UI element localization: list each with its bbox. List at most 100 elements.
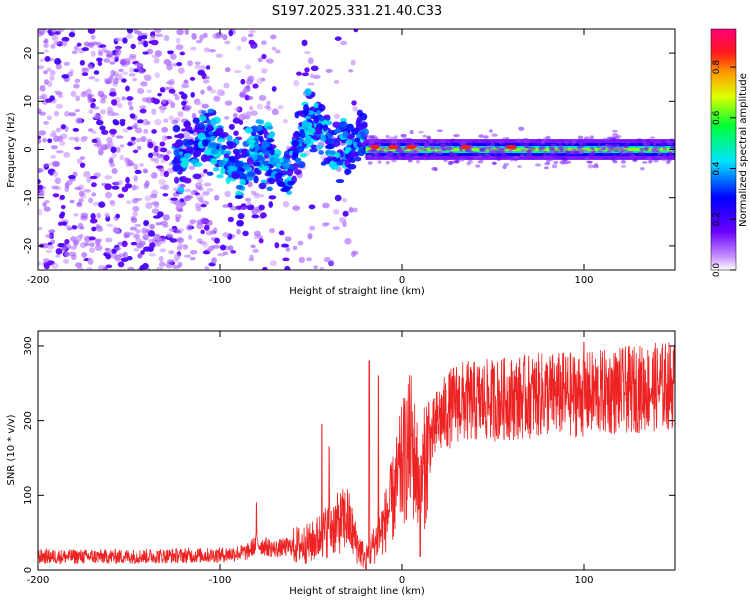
heatmap-cell [491,133,498,137]
heatmap-cell [244,126,253,134]
heatmap-cell [210,148,219,155]
heatmap-cell [658,143,665,147]
heatmap-cell [202,32,208,39]
carrier-core [365,148,675,151]
heatmap-cell [272,153,280,159]
heatmap-cell [513,156,520,159]
heatmap-cell [135,237,143,243]
heatmap-cell [103,58,111,63]
heatmap-cell [610,156,615,161]
heatmap-cell [132,205,140,212]
heatmap-cell [484,140,490,145]
heatmap-cell [55,103,64,109]
heatmap-cell [79,156,85,160]
heatmap-cell [173,253,181,261]
heatmap-cell [144,195,152,202]
heatmap-cell [193,150,199,158]
heatmap-cell [136,119,144,124]
heatmap-cell [279,181,286,187]
heatmap-cell [254,206,260,212]
heatmap-cell [143,40,149,48]
heatmap-cell [227,142,237,149]
heatmap-cell [350,59,356,66]
heatmap-cell [310,65,319,72]
heatmap-cell [351,100,357,106]
heatmap-cell [261,68,268,74]
colorbar-tick-label: 0.6 [712,110,722,125]
heatmap-cell [408,159,413,163]
heatmap-cell [141,227,148,235]
x-tick-label: 100 [574,575,593,586]
heatmap-cell [133,68,140,73]
heatmap-cell [224,67,231,73]
heatmap-cell [443,158,448,162]
heatmap-cell [119,58,128,66]
snr-y-axis-label: SNR (10 * v/v) [6,414,17,485]
heatmap-cell [236,228,241,235]
heatmap-cell [446,146,452,151]
heatmap-cell [319,266,325,270]
heatmap-cell [203,47,210,53]
heatmap-cell [280,243,289,248]
heatmap-cell [111,99,118,106]
heatmap-cell [145,202,153,210]
heatmap-cell [526,154,533,157]
heatmap-cell [175,37,181,44]
heatmap-cell [91,138,98,143]
heatmap-cell [224,115,230,120]
x-tick-label: -100 [209,275,232,286]
heatmap-cell [653,156,657,160]
heatmap-cell [89,218,98,224]
heatmap-cell [274,172,283,179]
heatmap-cell [158,178,167,186]
heatmap-cell [504,139,511,143]
heatmap-cell [211,257,217,264]
heatmap-cell [651,147,657,151]
heatmap-cell [194,101,203,106]
heatmap-cell [370,140,376,144]
heatmap-cell [401,156,406,161]
heatmap-cell [172,264,180,269]
heatmap-cell [200,64,206,71]
heatmap-cell [124,183,133,189]
y-tick-label: 10 [23,95,34,108]
heatmap-cell [142,118,149,126]
heatmap-cell [94,238,101,245]
heatmap-cell [194,61,201,65]
heatmap-cell [318,150,325,155]
heatmap-cell [203,182,212,187]
heatmap-cell [127,142,133,147]
heatmap-cell [122,128,129,133]
heatmap-cell [564,146,568,151]
heatmap-cell [159,167,165,173]
heatmap-cell [206,171,214,176]
heatmap-cell [184,120,191,127]
heatmap-cell [258,182,267,190]
heatmap-cell [78,233,84,239]
x-tick-label: 0 [399,275,405,286]
heatmap-cell [494,148,502,152]
heatmap-cell [394,154,399,159]
heatmap-cell [349,157,356,163]
heatmap-cell [268,201,274,208]
y-tick-label: 0 [23,146,34,152]
heatmap-cell [517,165,522,169]
heatmap-cell [450,160,457,164]
heatmap-cell [297,240,304,246]
heatmap-cell [130,43,136,50]
heatmap-cell [38,178,41,185]
heatmap-cell [189,250,197,255]
heatmap-cell [569,150,576,155]
heatmap-cell [128,73,136,77]
heatmap-hot-spot [506,144,517,150]
heatmap-cell [143,219,150,226]
heatmap-cell [296,145,305,153]
heatmap-cell [133,163,139,171]
heatmap-cell [353,29,359,33]
heatmap-cell [143,74,152,81]
heatmap-cell [366,154,373,158]
heatmap-cell [203,168,208,174]
heatmap-cell [151,108,157,115]
heatmap-cell [155,222,162,226]
heatmap-cell [488,129,493,133]
